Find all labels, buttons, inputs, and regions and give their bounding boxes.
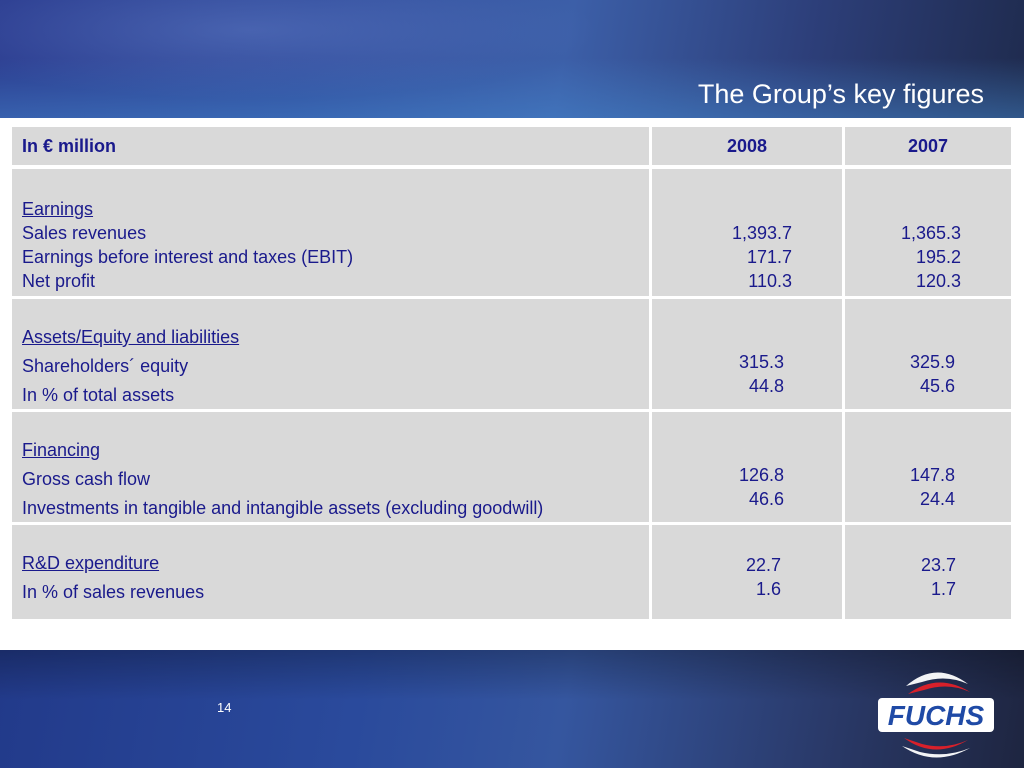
- row-label-sales-revenues: Sales revenues: [22, 223, 147, 243]
- value-equity-2007: 325.9: [909, 352, 955, 372]
- header-2008-cell: 2008: [652, 127, 842, 165]
- header-2007-cell: 2007: [845, 127, 1011, 165]
- value-sales-2007: 1,365.3: [900, 223, 961, 243]
- section-heading-rd: R&D expenditure: [22, 553, 160, 573]
- assets-2008-cell: 315.3 44.8: [652, 299, 842, 409]
- financing-label-cell: Financing Gross cash flow Investments in…: [12, 412, 649, 522]
- slide-title: The Group’s key figures: [697, 79, 984, 109]
- rd-2008-cell: 22.7 1.6: [652, 525, 842, 619]
- value-net-profit-2007: 120.3: [915, 271, 961, 291]
- value-equity-2008: 315.3: [738, 352, 784, 372]
- earnings-2008-cell: 1,393.7 171.7 110.3: [652, 169, 842, 296]
- value-investments-2008: 46.6: [748, 489, 784, 509]
- page-number: 14: [217, 700, 232, 715]
- row-label-pct-sales: In % of sales revenues: [22, 582, 205, 602]
- row-label-investments: Investments in tangible and intangible a…: [22, 498, 544, 518]
- earnings-label-cell: Earnings Sales revenues Earnings before …: [12, 169, 649, 296]
- value-rd-pct-2007: 1.7: [930, 579, 956, 599]
- header-band: [0, 0, 1024, 118]
- assets-label-cell: Assets/Equity and liabilities Shareholde…: [12, 299, 649, 409]
- value-net-profit-2008: 110.3: [748, 271, 792, 291]
- value-pct-assets-2008: 44.8: [748, 376, 784, 396]
- financing-2008-cell: 126.8 46.6: [652, 412, 842, 522]
- value-rd-pct-2008: 1.6: [755, 579, 781, 599]
- fuchs-logo: FUCHS: [878, 672, 994, 758]
- section-heading-financing: Financing: [22, 440, 101, 460]
- section-heading-assets: Assets/Equity and liabilities: [22, 327, 240, 347]
- earnings-2007-cell: 1,365.3 195.2 120.3: [845, 169, 1011, 296]
- logo-text: FUCHS: [888, 700, 985, 731]
- row-label-ebit: Earnings before interest and taxes (EBIT…: [22, 247, 354, 267]
- footer-band: 14 FUCHS: [0, 650, 1024, 768]
- rd-label-cell: R&D expenditure In % of sales revenues: [12, 525, 649, 619]
- value-rd-2008: 22.7: [745, 555, 781, 575]
- value-ebit-2008: 171.7: [746, 247, 792, 267]
- value-investments-2007: 24.4: [919, 489, 955, 509]
- section-heading-earnings: Earnings: [22, 199, 94, 219]
- row-label-shareholders-equity: Shareholders´ equity: [22, 356, 189, 376]
- value-sales-2008: 1,393.7: [731, 223, 792, 243]
- value-cash-flow-2008: 126.8: [738, 465, 784, 485]
- assets-2007-cell: 325.9 45.6: [845, 299, 1011, 409]
- value-pct-assets-2007: 45.6: [919, 376, 955, 396]
- rd-2007-cell: 23.7 1.7: [845, 525, 1011, 619]
- row-label-gross-cash-flow: Gross cash flow: [22, 469, 151, 489]
- row-label-pct-total-assets: In % of total assets: [22, 385, 175, 405]
- value-rd-2007: 23.7: [920, 555, 956, 575]
- value-ebit-2007: 195.2: [915, 247, 961, 267]
- header-label-cell: In € million: [12, 127, 649, 165]
- value-cash-flow-2007: 147.8: [909, 465, 955, 485]
- row-label-net-profit: Net profit: [22, 271, 96, 291]
- key-figures-table: In € million 2008 2007 Earnings Sales re…: [12, 127, 1011, 619]
- financing-2007-cell: 147.8 24.4: [845, 412, 1011, 522]
